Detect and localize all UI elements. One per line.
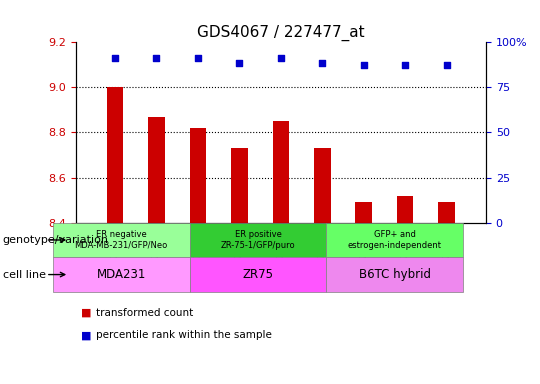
Bar	[94, 42, 136, 223]
Text: genotype/variation: genotype/variation	[3, 235, 109, 245]
Bar	[438, 202, 455, 223]
Bar	[355, 202, 372, 223]
Bar	[397, 196, 414, 223]
Text: cell line: cell line	[3, 270, 46, 280]
Bar	[426, 42, 467, 223]
Point	[276, 55, 285, 61]
Point	[235, 60, 244, 66]
Bar	[343, 42, 384, 223]
Point	[111, 55, 119, 61]
Point	[360, 62, 368, 68]
Title: GDS4067 / 227477_at: GDS4067 / 227477_at	[197, 25, 364, 41]
Bar	[231, 148, 248, 223]
Point	[152, 55, 161, 61]
Text: ■: ■	[81, 330, 91, 340]
Bar	[177, 42, 219, 223]
Point	[193, 55, 202, 61]
Text: B6TC hybrid: B6TC hybrid	[359, 268, 431, 281]
Bar	[107, 87, 123, 223]
Text: transformed count: transformed count	[96, 308, 193, 318]
Bar	[190, 128, 206, 223]
Text: percentile rank within the sample: percentile rank within the sample	[96, 330, 272, 340]
Bar	[273, 121, 289, 223]
Bar	[148, 117, 165, 223]
Text: ZR75: ZR75	[242, 268, 273, 281]
Text: GFP+ and
estrogen-independent: GFP+ and estrogen-independent	[348, 230, 442, 250]
Bar	[384, 42, 426, 223]
Text: ■: ■	[81, 308, 91, 318]
Text: MDA231: MDA231	[97, 268, 146, 281]
Point	[442, 62, 451, 68]
Point	[318, 60, 327, 66]
Bar	[136, 42, 177, 223]
Bar	[301, 42, 343, 223]
Bar	[260, 42, 301, 223]
Bar	[314, 148, 330, 223]
Point	[401, 62, 409, 68]
Text: ER positive
ZR-75-1/GFP/puro: ER positive ZR-75-1/GFP/puro	[221, 230, 295, 250]
Bar	[219, 42, 260, 223]
Text: ER negative
MDA-MB-231/GFP/Neo: ER negative MDA-MB-231/GFP/Neo	[75, 230, 168, 250]
